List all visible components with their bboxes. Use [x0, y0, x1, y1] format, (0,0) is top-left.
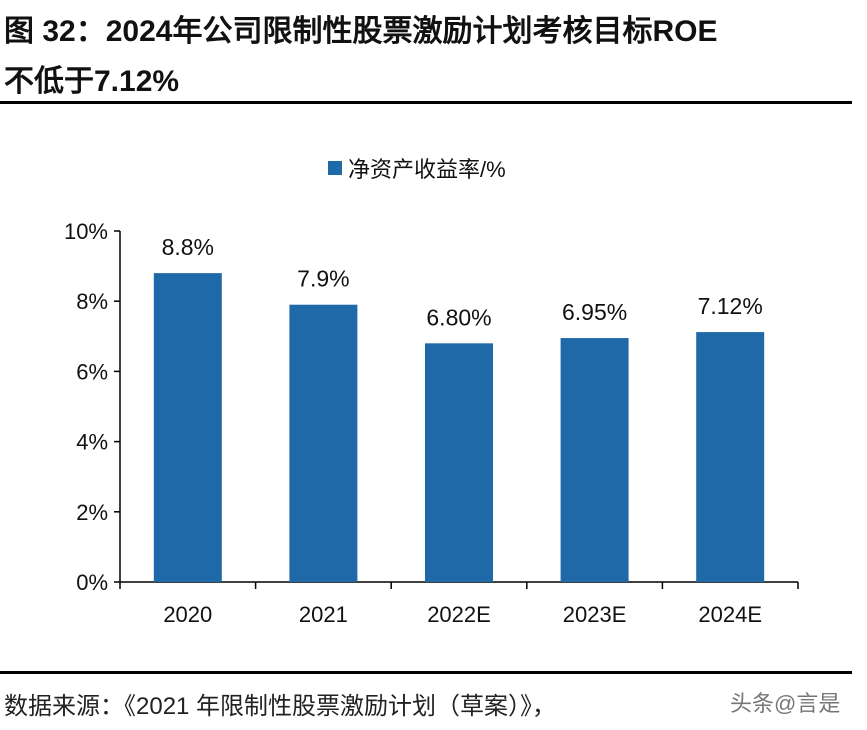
watermark: 头条@言是: [730, 691, 841, 716]
x-tick-label: 2020: [163, 602, 212, 627]
data-label: 7.9%: [297, 266, 349, 292]
legend-label: 净资产收益率/%: [348, 157, 506, 182]
y-tick-label: 10%: [64, 219, 108, 244]
y-tick-label: 4%: [76, 430, 108, 455]
legend-swatch: [328, 161, 342, 175]
bar: [289, 304, 358, 582]
figure-title: 图 32：2024年公司限制性股票激励计划考核目标ROE: [4, 15, 718, 48]
data-label: 8.8%: [162, 234, 214, 260]
data-label: 7.12%: [698, 293, 763, 319]
x-tick-label: 2021: [299, 602, 348, 627]
bar: [153, 273, 222, 582]
figure-title-line2: 不低于7.12%: [4, 65, 180, 98]
bottom-rule: [0, 671, 852, 674]
y-tick-label: 0%: [76, 570, 108, 595]
bar: [696, 332, 765, 582]
x-tick-label: 2023E: [563, 602, 627, 627]
data-label: 6.80%: [426, 304, 491, 330]
source-note: 数据来源：《2021 年限制性股票激励计划（草案）》，: [4, 693, 557, 720]
top-rule: [0, 101, 852, 104]
bar: [560, 338, 629, 582]
bar-chart: 净资产收益率/% 0% 2% 4% 6% 8% 10% 8.8% 2020 7.9% 2021 6.8…: [64, 157, 799, 627]
x-tick-label: 2024E: [698, 602, 762, 627]
y-tick-label: 8%: [76, 289, 108, 314]
bar: [425, 343, 493, 582]
y-tick-label: 2%: [76, 500, 108, 525]
data-label: 6.95%: [562, 299, 627, 325]
x-tick-label: 2022E: [427, 602, 491, 627]
y-tick-label: 6%: [76, 359, 108, 384]
